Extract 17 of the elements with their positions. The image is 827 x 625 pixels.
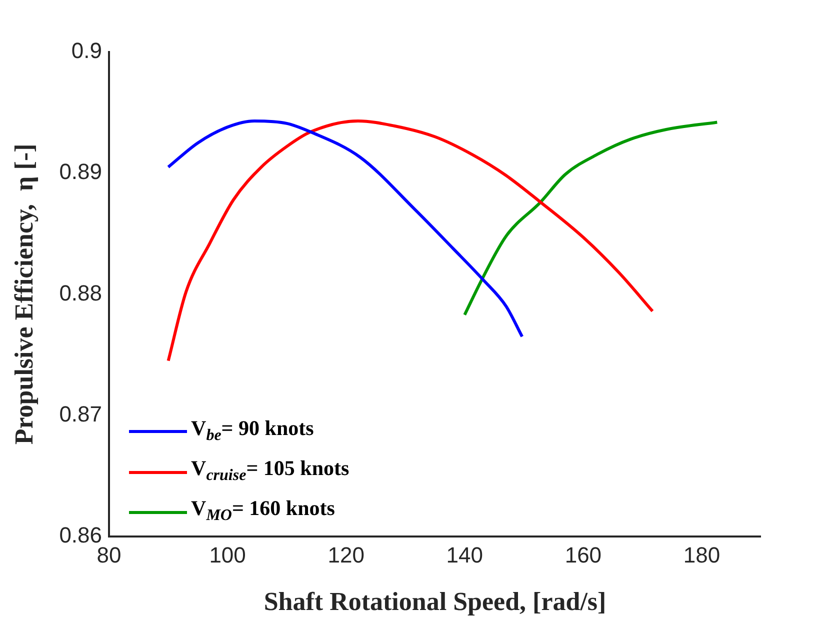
line-series <box>166 120 654 362</box>
x-tick-label: 100 <box>209 542 246 568</box>
x-tick-label: 180 <box>683 542 720 568</box>
legend-label: V$_{cruise}$= 105 knots <box>191 455 350 486</box>
x-axis-title: Shaft Rotational Speed, [rad/s] <box>264 587 606 616</box>
y-tick-label: 0.9 <box>71 38 102 64</box>
y-axis-title: Propulsive Efficiency, η [-] <box>9 144 38 445</box>
line-series <box>166 120 524 338</box>
x-tick-label: 160 <box>564 542 602 568</box>
y-tick-label: 0.87 <box>59 401 102 426</box>
legend-label: V$_{MO}$= 160 knots <box>191 495 335 526</box>
line-series <box>463 120 719 316</box>
x-tick-label: 140 <box>446 542 484 568</box>
legend-label: V$_{be}$= 90 knots <box>191 414 314 446</box>
y-tick-label: 0.89 <box>59 159 102 184</box>
x-tick-label: 120 <box>328 542 364 568</box>
y-tick-label: 0.88 <box>59 280 102 306</box>
